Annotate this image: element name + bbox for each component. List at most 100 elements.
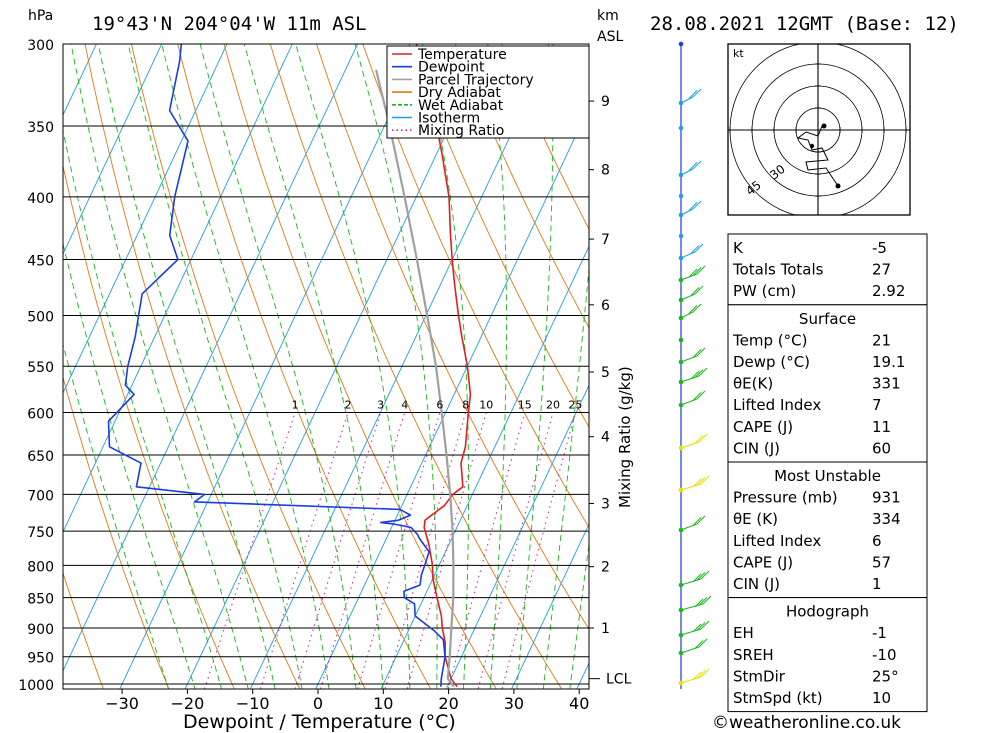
height-tick-label: 6 xyxy=(601,298,610,314)
wind-barb-feather xyxy=(688,268,698,278)
dry-adiabat-line xyxy=(63,163,235,689)
height-tick-label: 7 xyxy=(601,232,610,248)
pressure-tick-label: 550 xyxy=(27,360,54,376)
most-unstable-table-row-value: 6 xyxy=(872,532,882,550)
height-unit-label: km xyxy=(597,8,619,24)
wind-barb-feather xyxy=(698,597,708,606)
surface-table-row-label: θE(K) xyxy=(733,375,773,393)
temperature-tick-label: −10 xyxy=(236,694,270,713)
legend-label: Dry Adiabat xyxy=(418,85,501,101)
wind-barb-feather xyxy=(692,200,702,210)
pressure-tick-label: 750 xyxy=(27,525,54,541)
wind-barb-feather xyxy=(696,477,706,486)
stability-indices-box xyxy=(727,233,928,306)
wind-barb-feather xyxy=(696,390,706,400)
surface-table-row-value: 19.1 xyxy=(872,353,905,371)
surface-table-row-label: Lifted Index xyxy=(733,396,821,414)
wind-barb-feather xyxy=(688,90,698,99)
stability-indices-row-label: Totals Totals xyxy=(732,261,824,279)
temperature-tick-label: −20 xyxy=(171,694,205,713)
pressure-tick-label: 300 xyxy=(27,38,54,54)
wind-barb-feather xyxy=(688,162,698,171)
dry-adiabat-line xyxy=(63,375,170,689)
pressure-tick-label: 350 xyxy=(27,120,54,136)
surface-table-box xyxy=(727,304,928,463)
wind-barb xyxy=(680,96,694,104)
wet-adiabat-line xyxy=(488,44,507,689)
hodograph-table-row-value: 25° xyxy=(872,667,899,685)
dry-adiabat-line xyxy=(63,571,104,689)
wet-adiabat-line xyxy=(70,44,249,689)
datetime-title: 28.08.2021 12GMT (Base: 12) xyxy=(650,13,959,35)
wind-barb xyxy=(680,251,696,259)
most-unstable-table-row-label: Pressure (mb) xyxy=(733,489,838,507)
mixing-ratio-tick-label: 6 xyxy=(436,398,443,411)
isotherm-line xyxy=(445,384,589,689)
pressure-unit-label: hPa xyxy=(28,8,53,24)
surface-table-row-value: 60 xyxy=(872,439,891,457)
wind-level-dot xyxy=(678,41,684,47)
hodograph-table-row-value: -1 xyxy=(872,624,887,642)
legend-label: Dewpoint xyxy=(418,60,485,76)
wet-adiabat-line xyxy=(295,44,411,689)
mixing-ratio-axis-label: Mixing Ratio (g/kg) xyxy=(616,366,634,508)
pressure-tick-label: 450 xyxy=(27,254,54,270)
isobar-grid xyxy=(63,43,589,685)
isotherm-line xyxy=(380,245,589,689)
height-axis: 1 2 3 4 5 6 7 8 9 LCL xyxy=(589,94,632,688)
legend-label: Mixing Ratio xyxy=(418,123,504,139)
wind-barb-feather xyxy=(700,570,710,580)
stability-indices-row-value: -5 xyxy=(872,239,887,257)
wind-level-dot xyxy=(678,337,684,343)
temperature-tick-label: −30 xyxy=(105,694,139,713)
most-unstable-table-title: Most Unstable xyxy=(774,467,881,485)
wind-barb-feather xyxy=(694,285,704,295)
temperature-axis: −30 −20 −10 0 10 20 30 40 xyxy=(105,689,589,713)
hodograph-table-row-label: EH xyxy=(733,624,754,642)
surface-table-row-label: Temp (°C) xyxy=(732,331,807,349)
wind-barb-feather xyxy=(692,623,702,633)
mixing-ratio-line xyxy=(384,412,467,689)
surface-table-row-value: 21 xyxy=(872,331,891,349)
wind-barb-feather xyxy=(692,392,702,401)
wind-barb-feather xyxy=(694,369,704,378)
mixing-ratio-tick-label: 1 xyxy=(292,398,299,411)
hodograph-table-row-value: 10 xyxy=(872,689,891,707)
wind-barb xyxy=(680,168,694,176)
wind-barb-feather xyxy=(702,595,712,605)
wet-adiabat-line xyxy=(63,242,196,689)
most-unstable-table-row-value: 1 xyxy=(872,575,882,593)
surface-table-row-label: Dewp (°C) xyxy=(733,353,810,371)
hodograph-table-box xyxy=(727,597,928,713)
pressure-tick-label: 850 xyxy=(27,592,54,608)
height-tick-label: 1 xyxy=(601,621,610,637)
wet-adiabat-line xyxy=(97,44,276,689)
wet-adiabat-line xyxy=(542,263,589,689)
mixing-ratio-line xyxy=(477,412,554,689)
mixing-ratio-line xyxy=(294,412,382,689)
temperature-tick-label: 10 xyxy=(373,694,393,713)
wind-barb-feather xyxy=(692,267,702,276)
height-tick-label: 9 xyxy=(601,94,610,110)
pressure-axis: 300 350 400 450 500 550 600 650 700 750 800 850 900 9… xyxy=(18,38,54,694)
isotherm-line xyxy=(63,44,163,256)
pressure-tick-label: 800 xyxy=(27,559,54,575)
height-tick-label: 2 xyxy=(601,560,610,576)
temperature-profile xyxy=(415,44,472,688)
wind-barb-feather xyxy=(688,202,698,211)
height-tick-label: 3 xyxy=(601,496,610,512)
wind-barb xyxy=(680,293,696,301)
wind-barb-feather xyxy=(690,245,700,254)
plot-background xyxy=(63,44,589,689)
height-ref-label: ASL xyxy=(597,29,623,45)
wind-barb-feather xyxy=(696,265,706,275)
isotherm-line xyxy=(511,523,589,689)
legend-label: Temperature xyxy=(417,47,507,63)
wind-barb-feather xyxy=(700,620,710,630)
wind-barb-feather xyxy=(692,517,702,526)
wind-barb-feather xyxy=(694,640,704,649)
plot-frame xyxy=(62,43,590,690)
stability-indices-row-label: K xyxy=(733,239,744,257)
wind-barb-feather xyxy=(692,349,702,358)
